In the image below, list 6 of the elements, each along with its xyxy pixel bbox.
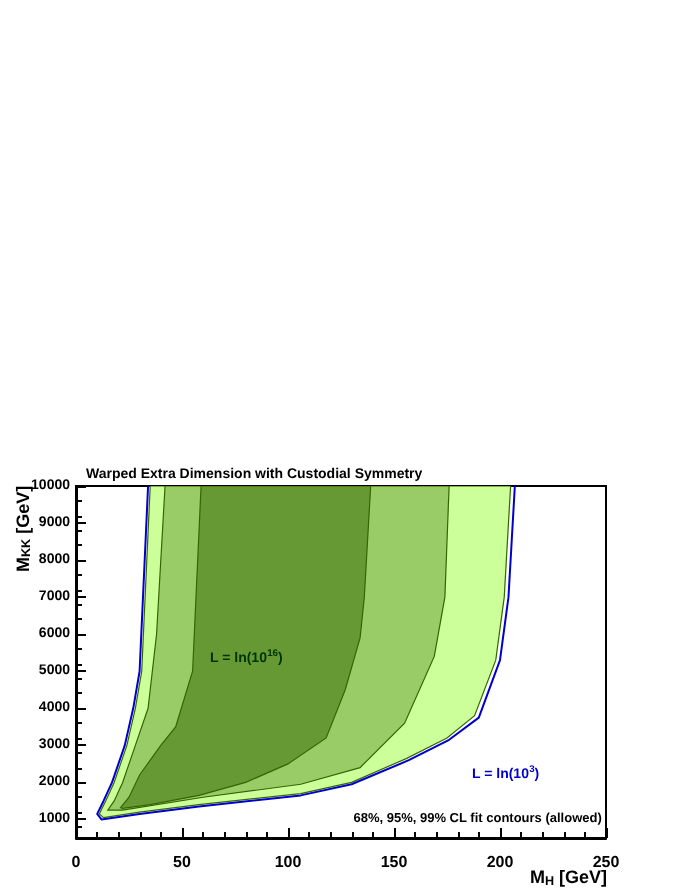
x-tick-label: 100 [274, 853, 303, 871]
x-tick-label: 200 [486, 853, 515, 871]
x-tick-label: 150 [380, 853, 409, 871]
x-tick-label: 50 [173, 853, 192, 871]
x-tick-label: 250 [592, 853, 621, 871]
x-tick-label: 0 [71, 853, 82, 871]
